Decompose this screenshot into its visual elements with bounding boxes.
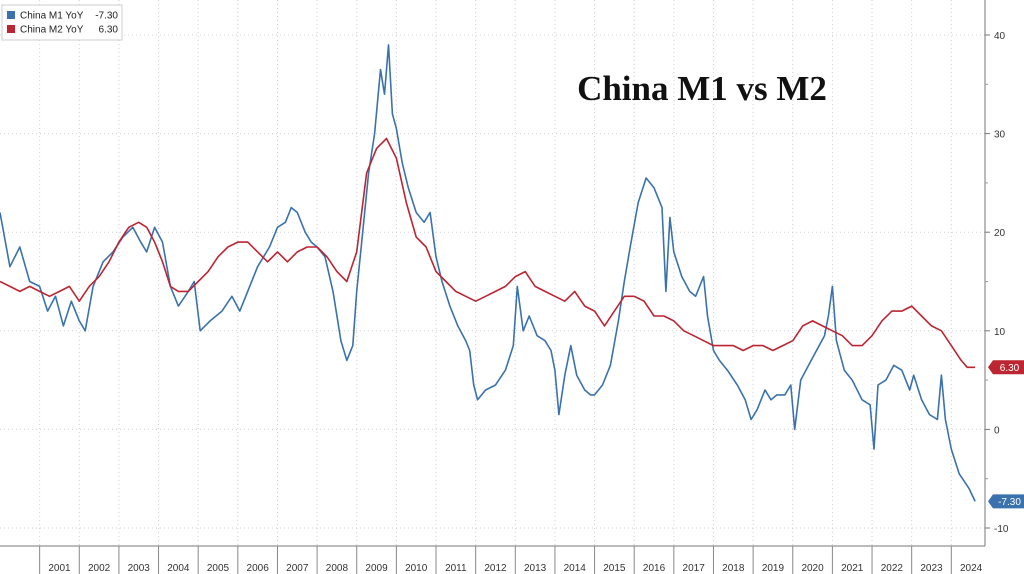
series-line-m2 bbox=[0, 137, 976, 369]
x-tick-label: 2012 bbox=[484, 563, 507, 574]
x-tick-label: 2019 bbox=[762, 563, 785, 574]
legend-swatch-m1 bbox=[7, 11, 15, 19]
legend-value-m2: 6.30 bbox=[99, 25, 119, 36]
x-tick-label: 2018 bbox=[722, 563, 745, 574]
y-tick-label: 20 bbox=[994, 228, 1006, 239]
grid bbox=[0, 0, 985, 546]
x-tick-label: 2010 bbox=[405, 563, 428, 574]
x-tick-label: 2020 bbox=[801, 563, 824, 574]
x-tick-label: 2006 bbox=[247, 563, 270, 574]
y-tick-label: 0 bbox=[994, 425, 1000, 436]
legend-swatch-m2 bbox=[7, 25, 15, 33]
value-labels: -7.30 6.30 bbox=[988, 360, 1024, 509]
x-tick-label: 2005 bbox=[207, 563, 230, 574]
x-tick-label: 2014 bbox=[564, 563, 587, 574]
legend-label-m2: China M2 YoY bbox=[20, 25, 84, 36]
x-tick-label: 2022 bbox=[881, 563, 904, 574]
x-tick-label: 2017 bbox=[683, 563, 706, 574]
x-tick-label: 2003 bbox=[128, 563, 151, 574]
last-value-tag-text: 6.30 bbox=[1000, 363, 1020, 374]
y-tick-label: 30 bbox=[994, 130, 1006, 141]
x-tick-label: 2007 bbox=[286, 563, 309, 574]
x-tick-label: 2021 bbox=[841, 563, 864, 574]
series-layer bbox=[0, 44, 976, 502]
last-value-tag-bg bbox=[988, 360, 1024, 375]
x-tick-label: 2011 bbox=[445, 563, 467, 574]
y-tick-label: 40 bbox=[994, 31, 1006, 42]
x-tick-label: 2001 bbox=[48, 563, 71, 574]
legend-label-m1: China M1 YoY bbox=[20, 11, 84, 22]
legend: China M1 YoY -7.30 China M2 YoY 6.30 bbox=[1, 4, 123, 41]
x-tick-label: 2024 bbox=[960, 563, 983, 574]
x-tick-label: 2015 bbox=[603, 563, 626, 574]
y-tick-label: -10 bbox=[994, 524, 1009, 535]
x-tick-label: 2023 bbox=[920, 563, 943, 574]
x-tick-label: 2016 bbox=[643, 563, 666, 574]
legend-box bbox=[1, 4, 123, 41]
x-tick-label: 2008 bbox=[326, 563, 349, 574]
last-value-tag-m1: -7.30 bbox=[988, 494, 1024, 509]
x-tick-label: 2009 bbox=[365, 563, 388, 574]
legend-value-m1: -7.30 bbox=[95, 11, 118, 22]
last-value-tag-text: -7.30 bbox=[998, 497, 1021, 508]
series-line-m1 bbox=[0, 44, 976, 502]
chart-title: China M1 vs M2 bbox=[577, 69, 827, 108]
x-tick-label: 2002 bbox=[88, 563, 111, 574]
last-value-tag-bg bbox=[988, 494, 1024, 509]
x-tick-label: 2004 bbox=[167, 563, 190, 574]
x-tick-label: 2013 bbox=[524, 563, 547, 574]
y-tick-label: 10 bbox=[994, 327, 1006, 338]
last-value-tag-m2: 6.30 bbox=[988, 360, 1024, 375]
